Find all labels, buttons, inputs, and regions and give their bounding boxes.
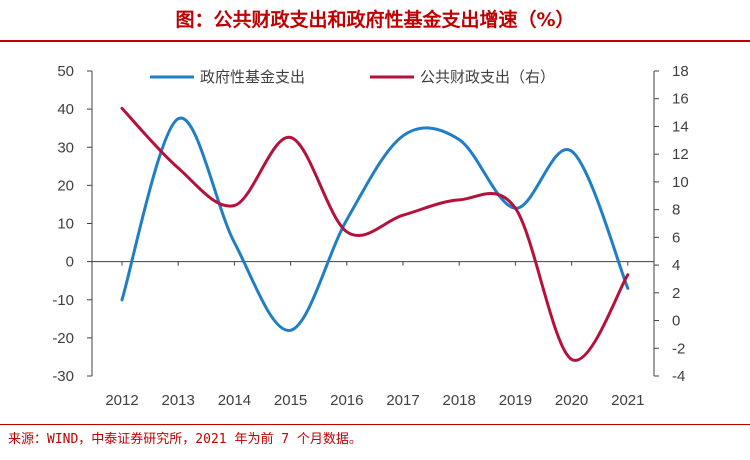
right-y-tick-label: -2 — [672, 340, 685, 357]
right-y-tick-label: 4 — [672, 257, 680, 274]
series-line-gov-fund — [120, 116, 630, 332]
right-y-tick-label: 10 — [672, 174, 689, 191]
left-y-tick-label: 10 — [57, 216, 74, 233]
left-y-tick-label: -20 — [52, 330, 74, 347]
title-divider — [0, 40, 750, 42]
left-y-tick-label: 30 — [57, 139, 74, 156]
left-y-tick-label: 0 — [66, 254, 74, 271]
right-y-tick-label: 6 — [672, 229, 680, 246]
right-y-tick-label: 0 — [672, 313, 680, 330]
source-divider — [0, 424, 750, 425]
source-note: 来源：WIND，中泰证券研究所，2021 年为前 7 个月数据。 — [8, 432, 362, 447]
series-lines — [120, 106, 630, 362]
legend-label: 政府性基金支出 — [200, 69, 305, 86]
left-y-tick-label: 40 — [57, 101, 74, 118]
x-tick-label: 2020 — [555, 392, 588, 409]
chart-title: 图：公共财政支出和政府性基金支出增速（%） — [175, 9, 575, 31]
x-tick-label: 2014 — [218, 392, 251, 409]
right-y-tick-label: 16 — [672, 91, 689, 108]
right-y-tick-label: 12 — [672, 146, 689, 163]
right-y-tick-label: 2 — [672, 285, 680, 302]
legend-label: 公共财政支出（右） — [420, 69, 555, 86]
right-y-tick-label: 18 — [672, 63, 689, 80]
axes: 50403020100-10-20-30181614121086420-2-42… — [52, 63, 688, 409]
series-line-public-finance — [120, 106, 630, 362]
x-tick-label: 2017 — [386, 392, 419, 409]
left-y-tick-label: 20 — [57, 177, 74, 194]
line-chart: 50403020100-10-20-30181614121086420-2-42… — [52, 63, 688, 409]
x-tick-label: 2012 — [105, 392, 138, 409]
x-tick-label: 2015 — [274, 392, 307, 409]
x-tick-label: 2021 — [611, 392, 644, 409]
x-tick-label: 2018 — [443, 392, 476, 409]
x-tick-label: 2016 — [330, 392, 363, 409]
left-y-tick-label: -10 — [52, 292, 74, 309]
left-y-tick-label: -30 — [52, 368, 74, 385]
x-tick-label: 2013 — [162, 392, 195, 409]
right-y-tick-label: 14 — [672, 118, 689, 135]
right-y-tick-label: 8 — [672, 202, 680, 219]
x-tick-label: 2019 — [499, 392, 532, 409]
legend: 政府性基金支出 公共财政支出（右） — [150, 69, 555, 86]
left-y-tick-label: 50 — [57, 63, 74, 80]
right-y-tick-label: -4 — [672, 368, 685, 385]
